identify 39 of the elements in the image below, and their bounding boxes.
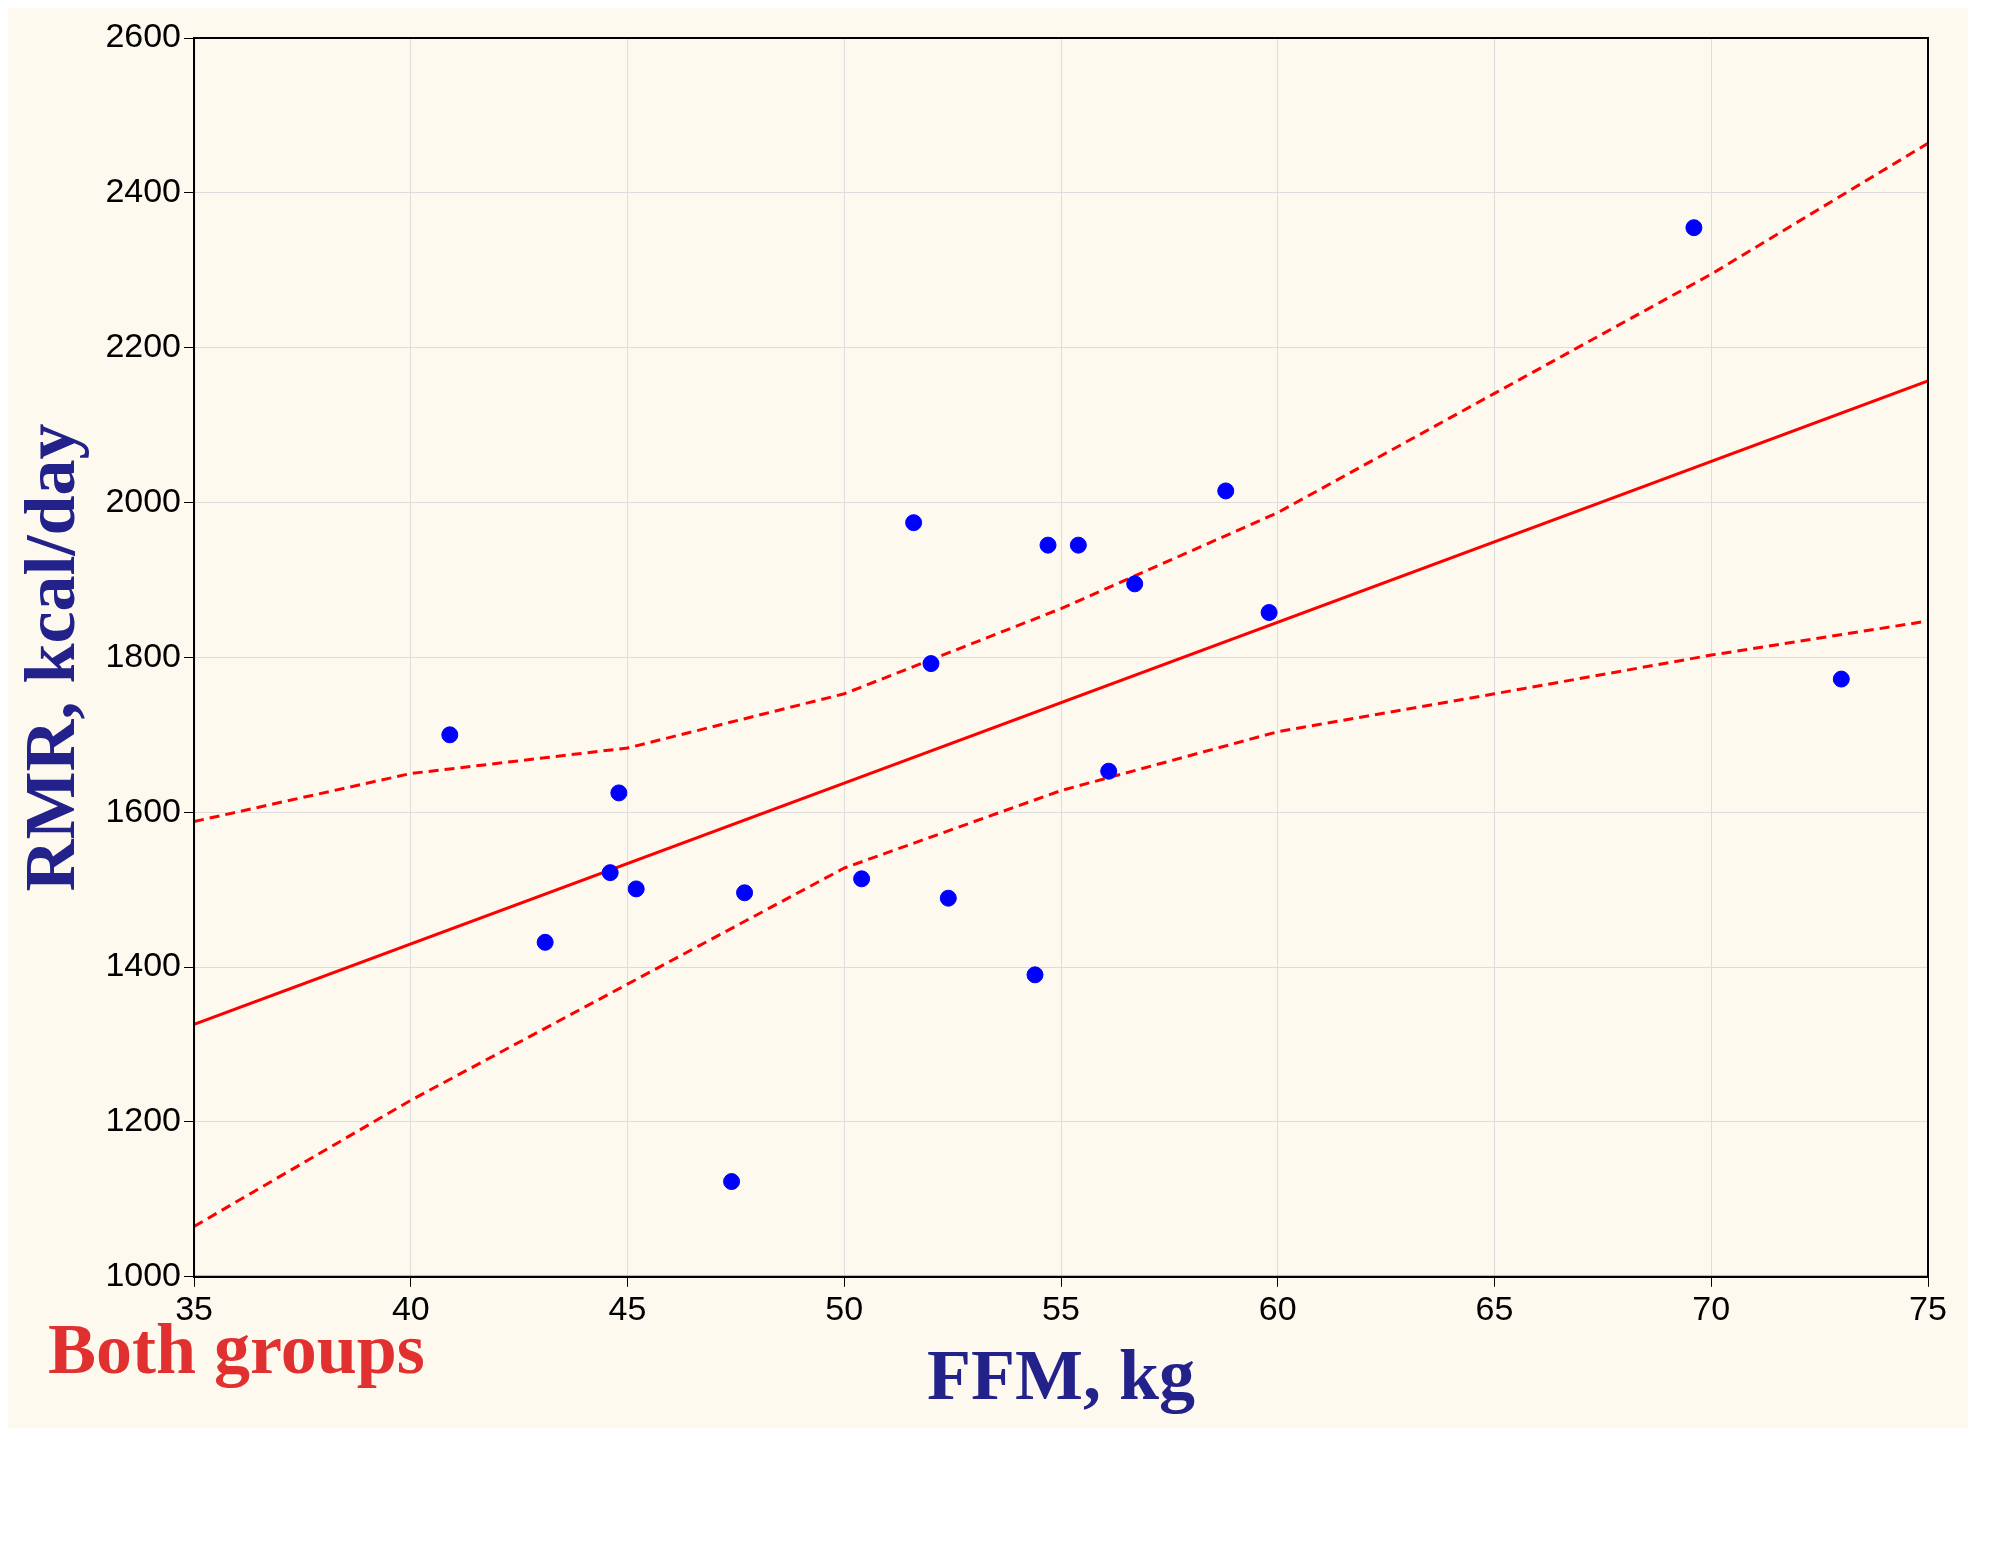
y-tick-label: 2400 xyxy=(105,171,182,210)
line-series xyxy=(194,141,1928,824)
x-tick-label: 40 xyxy=(391,1288,430,1327)
point xyxy=(441,726,459,744)
point xyxy=(939,889,957,907)
point xyxy=(1260,603,1278,621)
y-tick-label: 2000 xyxy=(105,480,182,519)
x-tick-label: 45 xyxy=(608,1288,647,1327)
point xyxy=(536,933,554,951)
y-axis-title: RMR, kcal/day xyxy=(9,423,90,892)
point xyxy=(1832,670,1850,688)
x-tick-label: 70 xyxy=(1692,1288,1731,1327)
x-tick-label: 50 xyxy=(825,1288,864,1327)
point xyxy=(1217,482,1235,500)
x-tick-label: 60 xyxy=(1258,1288,1297,1327)
point xyxy=(1026,966,1044,984)
point xyxy=(601,864,619,882)
point xyxy=(922,655,940,673)
point xyxy=(736,884,754,902)
point xyxy=(905,514,923,532)
point xyxy=(610,784,628,802)
point xyxy=(1100,762,1118,780)
y-tick-label: 2600 xyxy=(105,16,182,55)
point xyxy=(723,1173,741,1191)
y-tick-label: 1400 xyxy=(105,945,182,984)
point xyxy=(1126,575,1144,593)
x-tick-label: 55 xyxy=(1042,1288,1080,1327)
x-axis-title: FFM, kg xyxy=(927,1335,1195,1416)
point xyxy=(1069,536,1087,554)
point xyxy=(1039,536,1057,554)
y-tick-label: 1200 xyxy=(105,1100,182,1139)
y-tick-label: 2200 xyxy=(105,326,182,365)
y-tick-label: 1600 xyxy=(105,790,182,829)
y-tick-label: 1800 xyxy=(105,635,182,674)
x-tick-label: 75 xyxy=(1909,1288,1947,1327)
point xyxy=(853,870,871,888)
point xyxy=(1685,219,1703,237)
x-tick-label: 65 xyxy=(1475,1288,1514,1327)
point xyxy=(627,880,645,898)
